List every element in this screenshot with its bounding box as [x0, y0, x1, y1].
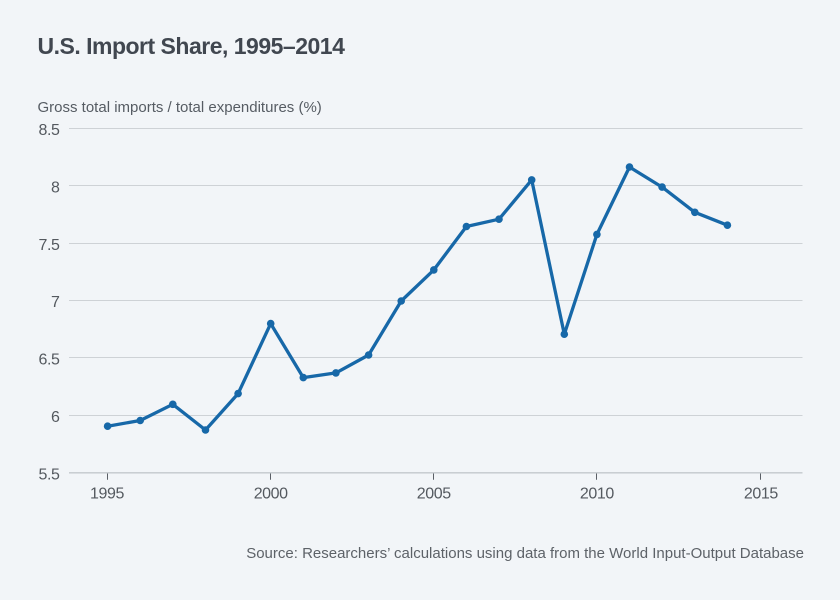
svg-text:2000: 2000: [254, 486, 288, 503]
svg-text:2010: 2010: [580, 486, 614, 503]
svg-text:5.5: 5.5: [38, 466, 60, 483]
svg-text:2005: 2005: [417, 486, 451, 503]
svg-text:7: 7: [51, 294, 60, 311]
svg-text:8.5: 8.5: [38, 122, 60, 139]
svg-text:8: 8: [51, 179, 60, 196]
svg-text:2015: 2015: [744, 486, 778, 503]
svg-text:7.5: 7.5: [38, 237, 60, 254]
svg-text:6.5: 6.5: [38, 352, 60, 369]
svg-text:6: 6: [51, 409, 60, 426]
svg-text:1995: 1995: [90, 486, 124, 503]
